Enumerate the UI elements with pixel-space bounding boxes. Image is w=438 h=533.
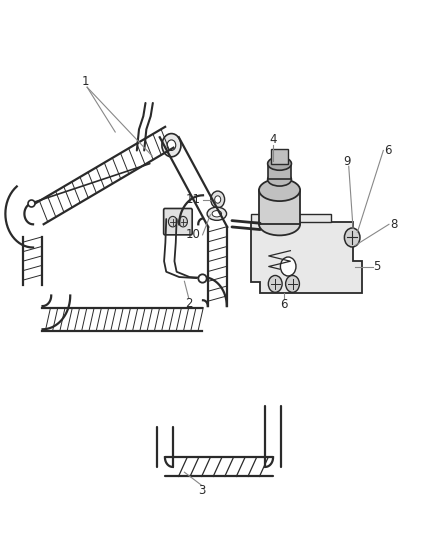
Ellipse shape bbox=[212, 211, 222, 217]
Bar bbox=[271, 149, 288, 164]
Ellipse shape bbox=[259, 179, 300, 201]
Text: 2: 2 bbox=[185, 297, 192, 310]
Text: 10: 10 bbox=[186, 228, 201, 241]
Circle shape bbox=[211, 191, 225, 208]
Circle shape bbox=[168, 216, 177, 227]
Text: 6: 6 bbox=[384, 144, 392, 157]
Circle shape bbox=[179, 216, 187, 227]
Text: 1: 1 bbox=[81, 75, 88, 88]
Circle shape bbox=[162, 134, 181, 157]
Circle shape bbox=[215, 196, 221, 203]
Polygon shape bbox=[251, 222, 362, 293]
Circle shape bbox=[280, 257, 296, 276]
Text: 5: 5 bbox=[373, 260, 381, 273]
Polygon shape bbox=[251, 214, 332, 222]
Circle shape bbox=[268, 276, 282, 292]
Text: 4: 4 bbox=[269, 133, 277, 147]
Ellipse shape bbox=[268, 157, 291, 170]
Text: 9: 9 bbox=[343, 155, 350, 167]
Circle shape bbox=[167, 140, 176, 150]
Ellipse shape bbox=[259, 213, 300, 236]
Bar bbox=[259, 190, 300, 224]
Ellipse shape bbox=[207, 207, 226, 220]
Text: 3: 3 bbox=[198, 484, 205, 497]
Text: 8: 8 bbox=[390, 218, 398, 231]
Circle shape bbox=[344, 228, 360, 247]
Text: 6: 6 bbox=[280, 298, 288, 311]
Ellipse shape bbox=[268, 173, 291, 186]
Bar bbox=[268, 164, 291, 180]
FancyBboxPatch shape bbox=[164, 208, 192, 235]
Text: 11: 11 bbox=[186, 193, 201, 206]
Circle shape bbox=[286, 276, 300, 292]
